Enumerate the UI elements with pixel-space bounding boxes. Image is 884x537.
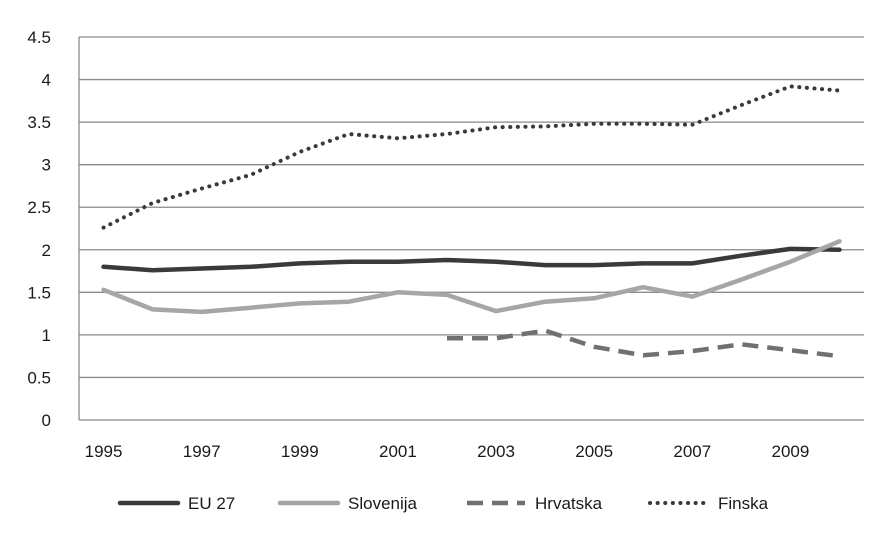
series-line-finska (101, 84, 842, 230)
y-tick-label: 3.5 (27, 113, 51, 132)
series-line-slovenija (101, 239, 842, 315)
y-tick-label: 1 (42, 326, 51, 345)
y-tick-label: 0 (42, 411, 51, 430)
series-line-eu-27 (101, 246, 842, 273)
x-tick-label: 2009 (771, 442, 809, 461)
y-tick-label: 4.5 (27, 28, 51, 47)
x-tick-label: 1997 (183, 442, 221, 461)
legend-item-slovenija: Slovenija (277, 494, 418, 513)
x-tick-label: 2001 (379, 442, 417, 461)
legend-item-finska: Finska (648, 494, 769, 513)
y-tick-label: 3 (42, 156, 51, 175)
x-tick-label: 2005 (575, 442, 613, 461)
series-line-hrvatska (447, 328, 840, 359)
x-tick-label: 1995 (85, 442, 123, 461)
legend-label: Slovenija (348, 494, 418, 513)
y-tick-label: 4 (42, 71, 51, 90)
x-tick-label: 2007 (673, 442, 711, 461)
y-axis-tick-labels: 0 0.5 1 1.5 2 2.5 3 3.5 4 4.5 (27, 28, 51, 430)
x-axis-tick-labels: 1995 1997 1999 2001 2003 2005 2007 2009 (85, 442, 810, 461)
legend-label: EU 27 (188, 494, 235, 513)
y-tick-label: 0.5 (27, 368, 51, 387)
legend-item-eu-27: EU 27 (117, 494, 235, 513)
legend-label: Hrvatska (535, 494, 603, 513)
series-lines (101, 84, 842, 359)
x-tick-label: 1999 (281, 442, 319, 461)
x-tick-label: 2003 (477, 442, 515, 461)
y-tick-label: 2 (42, 241, 51, 260)
legend: EU 27 Slovenija Hrvatska Finska (117, 494, 769, 513)
gridlines (78, 36, 864, 421)
legend-item-hrvatska: Hrvatska (467, 494, 603, 513)
y-tick-label: 1.5 (27, 283, 51, 302)
legend-label: Finska (718, 494, 769, 513)
y-tick-label: 2.5 (27, 198, 51, 217)
